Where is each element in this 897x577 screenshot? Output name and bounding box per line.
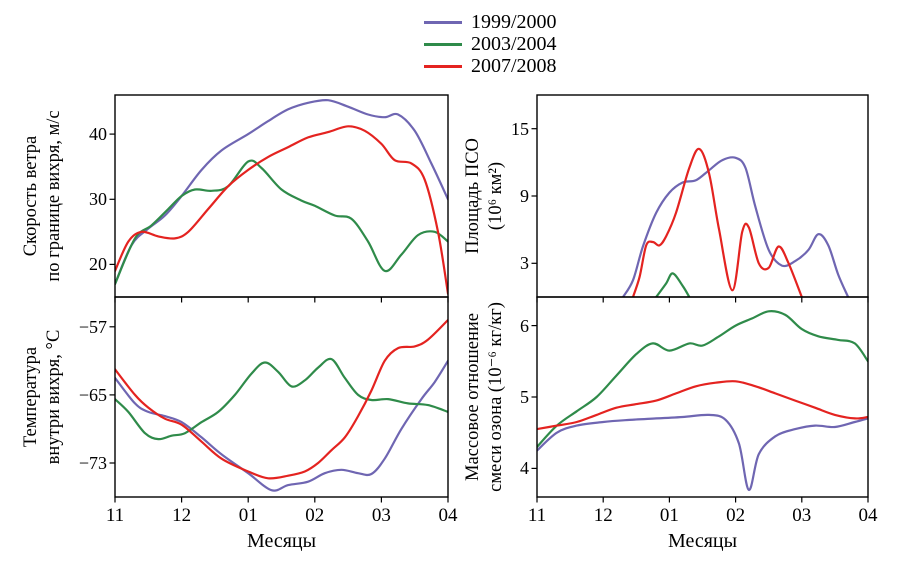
x-axis-title: Месяцы: [667, 530, 738, 552]
x-tick-label: 12: [172, 505, 192, 526]
x-tick-label: 02: [726, 505, 746, 526]
x-tick-label: 04: [858, 505, 878, 526]
ozone-plot: [531, 296, 869, 503]
temperature-y-axis-label: Температура внутри вихря, °С: [20, 257, 66, 537]
wind-speed-plot: [109, 94, 449, 303]
legend-line-swatch-green: [424, 42, 462, 46]
y-tick-label: 40: [89, 124, 107, 145]
y-axis-label-line: Массовое отношение: [463, 313, 483, 481]
temperature-plot: [109, 296, 449, 503]
y-tick-label: 30: [89, 189, 107, 210]
legend-line-swatch-purple: [424, 20, 462, 24]
x-tick-label: 11: [527, 505, 547, 526]
y-tick-label: −57: [78, 316, 107, 337]
y-axis-label-line: Температура: [21, 346, 41, 448]
y-tick-label: −73: [78, 452, 107, 473]
legend-item-2003-2004: 2003/2004: [424, 33, 557, 55]
panel-wind-speed: Скорость ветра по границе вихря, м/с 40 …: [21, 94, 449, 303]
panel-psc-area: Площадь ПСО (10⁶ км²) 15 9 3: [463, 94, 869, 303]
y-tick-label: 20: [89, 254, 107, 275]
y-tick-label: 5: [520, 387, 529, 407]
x-tick-label: 04: [438, 505, 458, 526]
y-tick-label: 3: [520, 253, 529, 274]
x-tick-label: 02: [305, 505, 325, 526]
psc-area-plot: [531, 94, 869, 303]
y-tick-label: 6: [520, 315, 529, 336]
x-axis-title: Месяцы: [246, 530, 317, 552]
panel-temperature: Температура внутри вихря, °С −57 −65 −73…: [21, 296, 458, 552]
x-tick-label: 11: [105, 505, 125, 526]
legend-label-1999-2000: 1999/2000: [471, 11, 557, 33]
y-tick-label: 9: [520, 186, 529, 206]
y-tick-label: 4: [520, 458, 529, 479]
panel-ozone: Массовое отношение смеси озона (10⁻⁶ кг/…: [463, 296, 878, 552]
x-tick-label: 03: [792, 505, 812, 526]
legend-label-2007-2008: 2007/2008: [471, 55, 557, 77]
legend-item-2007-2008: 2007/2008: [424, 55, 557, 77]
x-tick-label: 01: [659, 505, 679, 526]
x-tick-label: 01: [238, 505, 258, 526]
x-tick-label: 12: [593, 505, 613, 526]
legend: 1999/2000 2003/2004 2007/2008: [424, 11, 557, 77]
y-tick-label: −65: [78, 384, 107, 405]
legend-label-2003-2004: 2003/2004: [471, 33, 557, 55]
x-tick-label: 03: [371, 505, 391, 526]
y-tick-label: 15: [511, 118, 529, 139]
legend-item-1999-2000: 1999/2000: [424, 11, 557, 33]
legend-line-swatch-red: [424, 64, 462, 68]
